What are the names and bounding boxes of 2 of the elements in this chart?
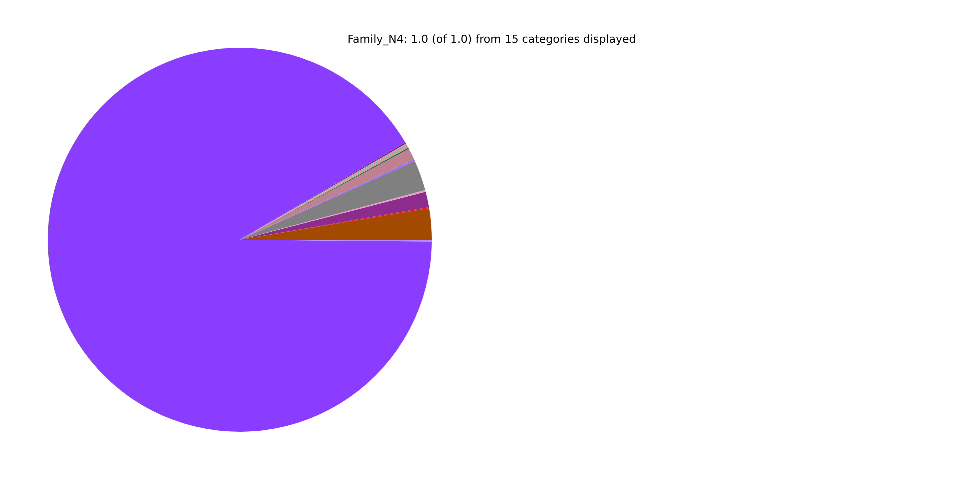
text: Family_N4: 1.0 (of 1.0) from 15 categories displayed (348, 33, 636, 46)
pie-slice (48, 48, 432, 432)
